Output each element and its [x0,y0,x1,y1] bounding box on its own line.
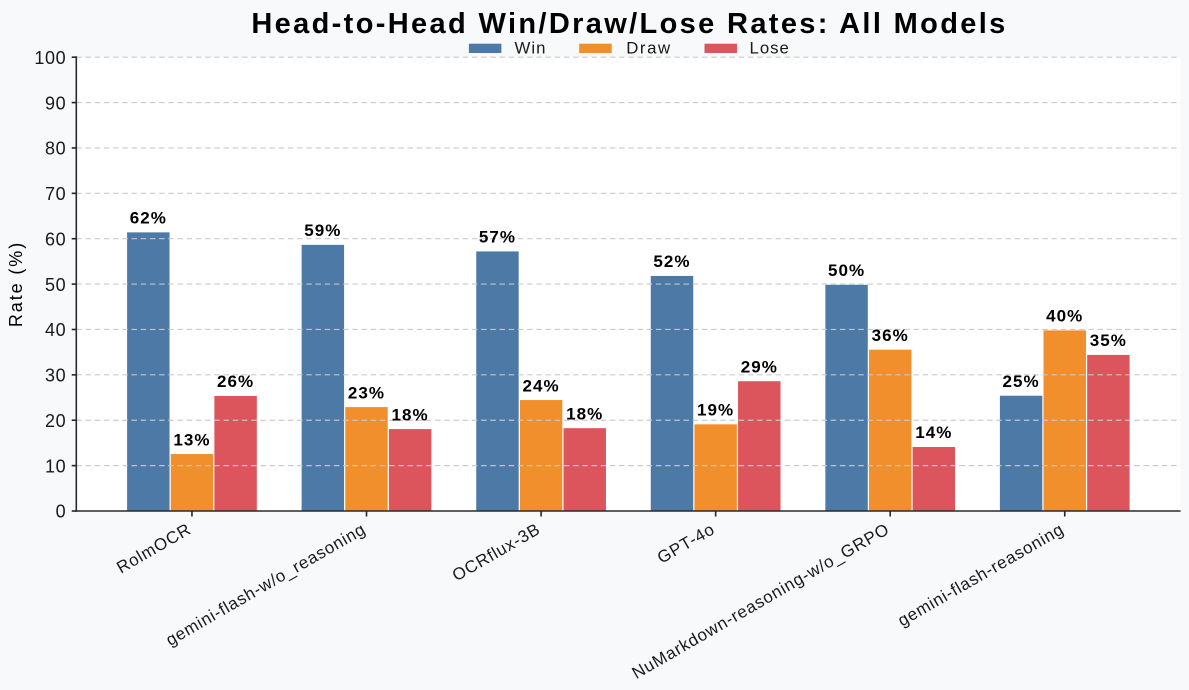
svg-text:70: 70 [45,184,66,204]
svg-text:59%: 59% [304,221,341,240]
svg-text:52%: 52% [653,252,690,271]
svg-text:100: 100 [34,48,66,68]
svg-text:26%: 26% [217,372,254,391]
svg-text:62%: 62% [130,209,167,228]
svg-text:35%: 35% [1090,331,1127,350]
svg-text:13%: 13% [173,430,210,449]
svg-text:Win: Win [515,39,547,58]
svg-text:40%: 40% [1046,307,1083,326]
svg-text:60: 60 [45,229,66,249]
svg-text:30: 30 [45,366,66,386]
svg-text:40: 40 [45,320,66,340]
svg-text:Draw: Draw [626,39,672,58]
svg-text:10: 10 [45,456,66,476]
svg-text:25%: 25% [1003,372,1040,391]
svg-text:14%: 14% [915,423,952,442]
svg-text:90: 90 [45,93,66,113]
svg-text:18%: 18% [566,404,603,423]
svg-text:18%: 18% [392,405,429,424]
svg-text:20: 20 [45,411,66,431]
svg-text:Lose: Lose [750,39,790,58]
svg-text:50%: 50% [828,261,865,280]
svg-text:50: 50 [45,275,66,295]
svg-text:24%: 24% [523,376,560,395]
svg-text:19%: 19% [697,401,734,420]
svg-text:57%: 57% [479,228,516,247]
svg-text:Head-to-Head Win/Draw/Lose Rat: Head-to-Head Win/Draw/Lose Rates: All Mo… [251,8,1007,40]
svg-text:29%: 29% [741,357,778,376]
svg-text:0: 0 [56,502,67,522]
svg-text:36%: 36% [872,326,909,345]
svg-text:23%: 23% [348,383,385,402]
svg-text:80: 80 [45,139,66,159]
svg-text:Rate (%): Rate (%) [6,241,26,327]
